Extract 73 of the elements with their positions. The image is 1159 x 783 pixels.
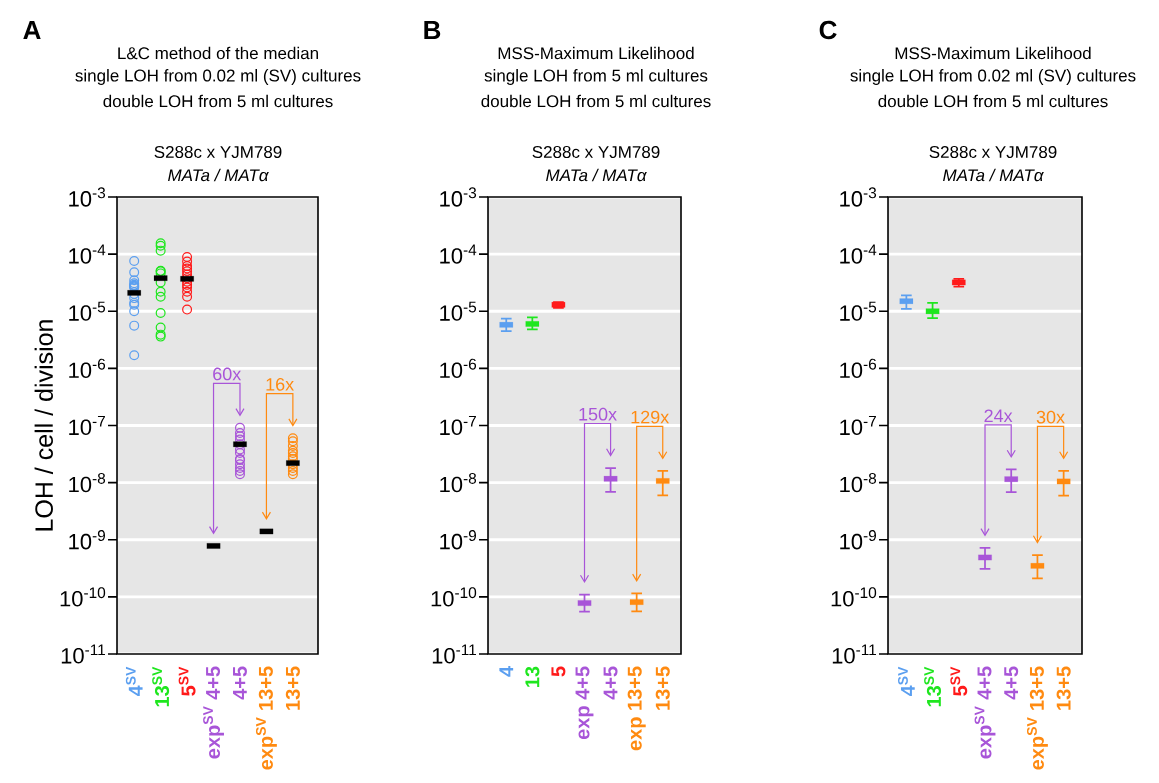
y-tick-label: 10$^{-6}$ xyxy=(69,358,106,379)
chart-title: MSS-Maximum Likelihood xyxy=(895,46,1091,60)
y-axis-title: LOH / cell / division xyxy=(34,320,53,531)
text: C xyxy=(819,20,837,40)
x-tick-label: 13+5 xyxy=(1056,666,1071,710)
chart-title: L&C method of the median xyxy=(118,46,318,60)
x-tick-label: 4 xyxy=(499,666,514,677)
annotation: 129x xyxy=(631,410,670,424)
text: S288c x YJM789 xyxy=(154,145,282,159)
y-tick-label: 10$^{-7}$ xyxy=(840,415,876,436)
y-tick-label: 10$^{-11}$ xyxy=(61,644,105,664)
x-tick-label: 4+5 xyxy=(603,666,618,700)
y-tick-label: 10$^{-7}$ xyxy=(69,415,105,436)
y-tick-label: 10$^{-10}$ xyxy=(60,587,106,607)
y-tick-label: 10$^{-7}$ xyxy=(440,415,476,436)
text: MATa / MATα xyxy=(943,168,1044,182)
x-tick-label: 13+5 xyxy=(655,666,670,710)
x-tick-label: exp$^{SV}$ 4+5 xyxy=(203,666,224,759)
annotation: 30x xyxy=(1036,410,1065,424)
y-tick-label: 10$^{-9}$ xyxy=(69,530,105,550)
x-tick-label: 5$^{SV}$ xyxy=(950,666,968,696)
x-tick-label: 13$^{SV}$ xyxy=(924,666,942,707)
text: S288c x YJM789 xyxy=(929,145,1057,159)
x-tick-label: exp$^{SV}$ 13+5 xyxy=(255,666,277,770)
x-tick-label: 4+5 xyxy=(233,666,247,700)
chart-subtitle: single LOH from 5 ml cultures xyxy=(484,69,708,85)
chart-title: MSS-Maximum Likelihood xyxy=(498,46,694,60)
y-tick-label: 10$^{-6}$ xyxy=(840,358,877,379)
x-tick-label: 13 xyxy=(525,666,540,687)
x-tick-label: 4+5 xyxy=(1004,666,1019,700)
y-tick-label: 10$^{-3}$ xyxy=(840,187,877,207)
y-tick-label: 10$^{-4}$ xyxy=(440,244,477,264)
y-tick-label: 10$^{-8}$ xyxy=(840,472,877,493)
text: MATa / MATα xyxy=(546,168,647,182)
y-tick-label: 10$^{-4}$ xyxy=(69,244,106,264)
y-tick-label: 10$^{-5}$ xyxy=(840,301,877,321)
y-tick-label: 10$^{-8}$ xyxy=(69,472,106,493)
annotation: 24x xyxy=(984,409,1013,422)
text: MATa / MATα xyxy=(168,168,269,182)
chart-subtitle: single LOH from 0.02 ml (SV) cultures xyxy=(75,69,361,85)
y-tick-label: 10$^{-10}$ xyxy=(831,587,877,607)
text: S288c x YJM789 xyxy=(532,145,660,159)
x-tick-label: exp 4+5 xyxy=(575,666,594,740)
text: A xyxy=(23,21,41,39)
y-tick-label: 10$^{-5}$ xyxy=(69,301,106,321)
y-tick-label: 10$^{-6}$ xyxy=(440,358,477,379)
text: double LOH from 5 ml cultures xyxy=(481,94,711,108)
text: double LOH from 5 ml cultures xyxy=(878,94,1108,108)
x-tick-label: 13+5 xyxy=(285,666,300,710)
x-tick-label: 4$^{SV}$ xyxy=(898,666,915,697)
x-tick-label: exp$^{SV}$ 13+5 xyxy=(1027,666,1048,770)
y-tick-label: 10$^{-5}$ xyxy=(440,301,477,321)
text: B xyxy=(424,21,441,39)
y-tick-label: 10$^{-9}$ xyxy=(440,530,476,550)
x-tick-label: 5$^{SV}$ xyxy=(178,666,196,696)
annotation: 16x xyxy=(266,377,294,391)
text: double LOH from 5 ml cultures xyxy=(103,94,333,108)
y-tick-label: 10$^{-11}$ xyxy=(832,644,876,664)
y-tick-label: 10$^{-10}$ xyxy=(431,587,477,607)
x-tick-label: 13$^{SV}$ xyxy=(152,666,170,707)
x-tick-label: exp$^{SV}$ 4+5 xyxy=(974,666,996,759)
x-tick-label: 4$^{SV}$ xyxy=(125,666,143,697)
x-tick-label: 5 xyxy=(551,666,566,677)
y-tick-label: 10$^{-9}$ xyxy=(840,530,876,550)
y-tick-label: 10$^{-3}$ xyxy=(69,187,106,207)
annotation: 60x xyxy=(213,367,242,381)
chart-subtitle: single LOH from 0.02 ml (SV) cultures xyxy=(850,69,1136,85)
y-tick-label: 10$^{-8}$ xyxy=(440,472,477,493)
x-tick-label: exp 13+5 xyxy=(627,666,646,751)
y-tick-label: 10$^{-11}$ xyxy=(432,644,476,664)
y-tick-label: 10$^{-4}$ xyxy=(840,244,877,264)
annotation: 150x xyxy=(579,407,617,421)
y-tick-label: 10$^{-3}$ xyxy=(440,187,477,207)
